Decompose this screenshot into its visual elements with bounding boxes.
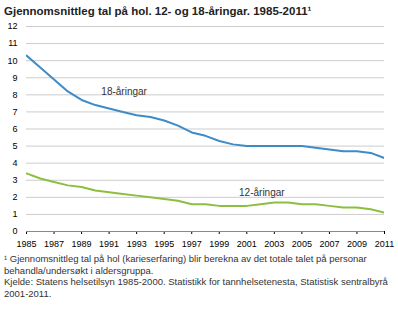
svg-text:1987: 1987 [44, 239, 64, 249]
svg-text:1991: 1991 [99, 239, 119, 249]
svg-text:1989: 1989 [72, 239, 92, 249]
svg-text:10: 10 [7, 56, 17, 66]
svg-text:3: 3 [12, 175, 17, 185]
svg-text:1985: 1985 [16, 239, 36, 249]
svg-text:1995: 1995 [154, 239, 174, 249]
svg-text:9: 9 [12, 73, 17, 83]
svg-text:2005: 2005 [292, 239, 312, 249]
svg-text:8: 8 [12, 90, 17, 100]
html-text:Gjennomsnittleg tal på hol. 12: Gjennomsnittleg tal på hol. 12- og 18-år… [4, 5, 312, 17]
svg-text:1: 1 [12, 209, 17, 219]
svg-text:2001: 2001 [237, 239, 257, 249]
svg-text:18-åringar: 18-åringar [101, 86, 147, 97]
svg-text:2011: 2011 [375, 239, 394, 249]
svg-text:2: 2 [12, 192, 17, 202]
svg-text:2003: 2003 [264, 239, 284, 249]
svg-text:4: 4 [12, 158, 17, 168]
html-text:¹ Gjennomsnittleg tal på hol (: ¹ Gjennomsnittleg tal på hol (karieserfa… [4, 253, 367, 276]
svg-text:7: 7 [12, 107, 17, 117]
svg-text:2009: 2009 [347, 239, 367, 249]
svg-text:2007: 2007 [319, 239, 339, 249]
svg-text:6: 6 [12, 124, 17, 134]
svg-text:11: 11 [8, 38, 17, 48]
svg-text:5: 5 [12, 141, 17, 151]
svg-text:1993: 1993 [127, 239, 147, 249]
svg-text:12: 12 [7, 21, 17, 31]
svg-text:1997: 1997 [182, 239, 202, 249]
svg-text:12-åringar: 12-åringar [239, 187, 285, 198]
svg-text:1999: 1999 [209, 239, 229, 249]
html-text:Kjelde: Statens helsetilsyn 19: Kjelde: Statens helsetilsyn 1985-2000. S… [4, 276, 388, 299]
svg-text:0: 0 [12, 226, 17, 236]
